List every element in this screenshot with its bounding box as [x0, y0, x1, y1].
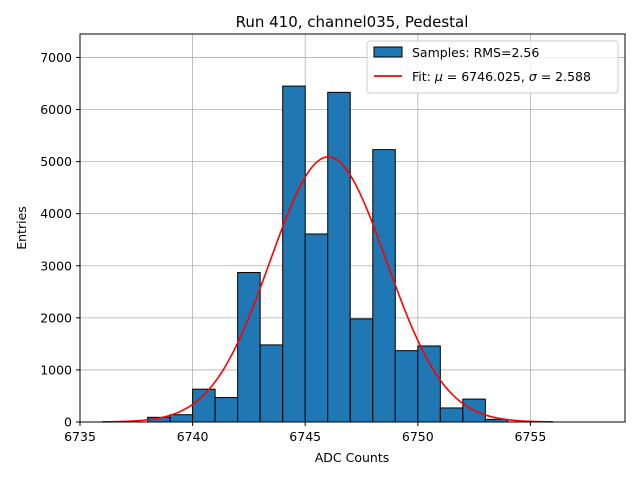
- legend-histogram-label: Samples: RMS=2.56: [412, 45, 539, 60]
- fit-curve: [102, 156, 553, 423]
- y-tick-label: 5000: [40, 154, 72, 169]
- x-axis-label: ADC Counts: [315, 450, 390, 465]
- histogram-bar: [372, 149, 396, 423]
- histogram-bar: [282, 85, 306, 423]
- histogram-bar: [304, 233, 329, 423]
- histogram-bar: [327, 91, 351, 423]
- histogram-bar: [214, 397, 239, 423]
- histogram-bar: [417, 345, 441, 423]
- axis-ticks: 6735 6740 6745 6750 6755 0 1000 2000 3000 4000 500…: [40, 50, 546, 444]
- histogram-bar: [259, 344, 284, 423]
- y-tick-label: 0: [64, 415, 72, 430]
- y-tick-label: 3000: [40, 258, 72, 273]
- fit-curve-layer: [102, 156, 553, 423]
- y-tick-label: 1000: [40, 362, 72, 377]
- legend-box: [366, 40, 619, 94]
- x-tick-label: 6740: [177, 429, 209, 444]
- legend-histogram-swatch: [373, 46, 403, 58]
- histogram-bars: [147, 85, 509, 423]
- y-axis-label: Entries: [14, 206, 29, 250]
- chart-title: Run 410, channel035, Pedestal: [236, 13, 469, 31]
- histogram-bar: [394, 350, 419, 423]
- y-tick-label: 4000: [40, 206, 72, 221]
- y-tick-label: 7000: [40, 50, 72, 65]
- x-tick-label: 6755: [515, 429, 547, 444]
- x-tick-label: 6750: [402, 429, 434, 444]
- y-tick-label: 6000: [40, 102, 72, 117]
- plot-frame: [79, 33, 626, 423]
- x-tick-label: 6735: [64, 429, 96, 444]
- legend-fit-label: Fit: μ = 6746.025, σ = 2.588: [412, 69, 591, 84]
- y-tick-label: 2000: [40, 310, 72, 325]
- histogram-bar: [439, 407, 464, 423]
- x-tick-label: 6745: [289, 429, 321, 444]
- legend: Samples: RMS=2.56 Fit: μ = 6746.025, σ =…: [366, 40, 619, 94]
- histogram-bar: [349, 318, 374, 423]
- histogram-bar: [169, 414, 194, 423]
